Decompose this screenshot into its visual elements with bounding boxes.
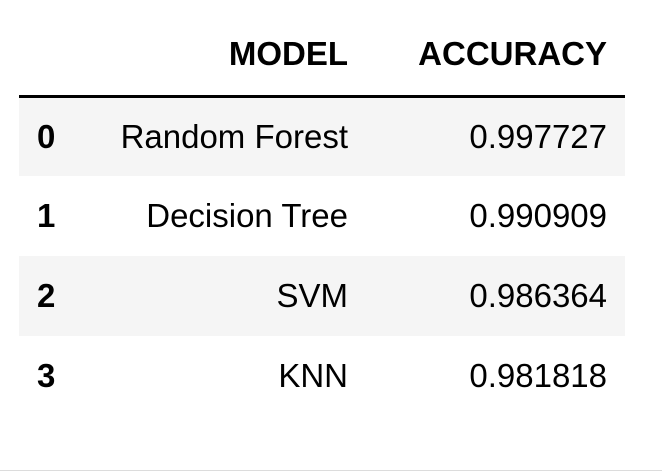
index-header (19, 0, 77, 98)
table-row: 1 Decision Tree 0.990909 (19, 176, 625, 256)
accuracy-cell: 0.986364 (469, 277, 607, 314)
model-cell: SVM (276, 277, 348, 314)
column-header-accuracy: ACCURACY (366, 0, 625, 98)
dataframe-output: MODEL ACCURACY 0 Random Forest 0.997727 … (19, 0, 625, 416)
column-header-model: MODEL (77, 0, 366, 98)
accuracy-cell: 0.981818 (469, 357, 607, 394)
accuracy-cell: 0.997727 (469, 117, 607, 155)
header-row: MODEL ACCURACY (19, 0, 625, 98)
output-divider (0, 470, 662, 471)
row-index: 2 (37, 277, 56, 314)
row-index: 3 (37, 357, 56, 394)
model-cell: Random Forest (120, 117, 348, 155)
row-index: 0 (37, 117, 56, 155)
table-row: 3 KNN 0.981818 (19, 336, 625, 416)
model-cell: Decision Tree (146, 197, 348, 234)
table-row: 2 SVM 0.986364 (19, 256, 625, 336)
table-row: 0 Random Forest 0.997727 (19, 96, 625, 176)
accuracy-cell: 0.990909 (469, 197, 607, 234)
row-index: 1 (37, 197, 56, 234)
results-table: MODEL ACCURACY 0 Random Forest 0.997727 … (19, 0, 625, 416)
table-body: 0 Random Forest 0.997727 1 Decision Tree… (19, 96, 625, 416)
table-header: MODEL ACCURACY (19, 0, 625, 98)
model-cell: KNN (278, 357, 348, 394)
